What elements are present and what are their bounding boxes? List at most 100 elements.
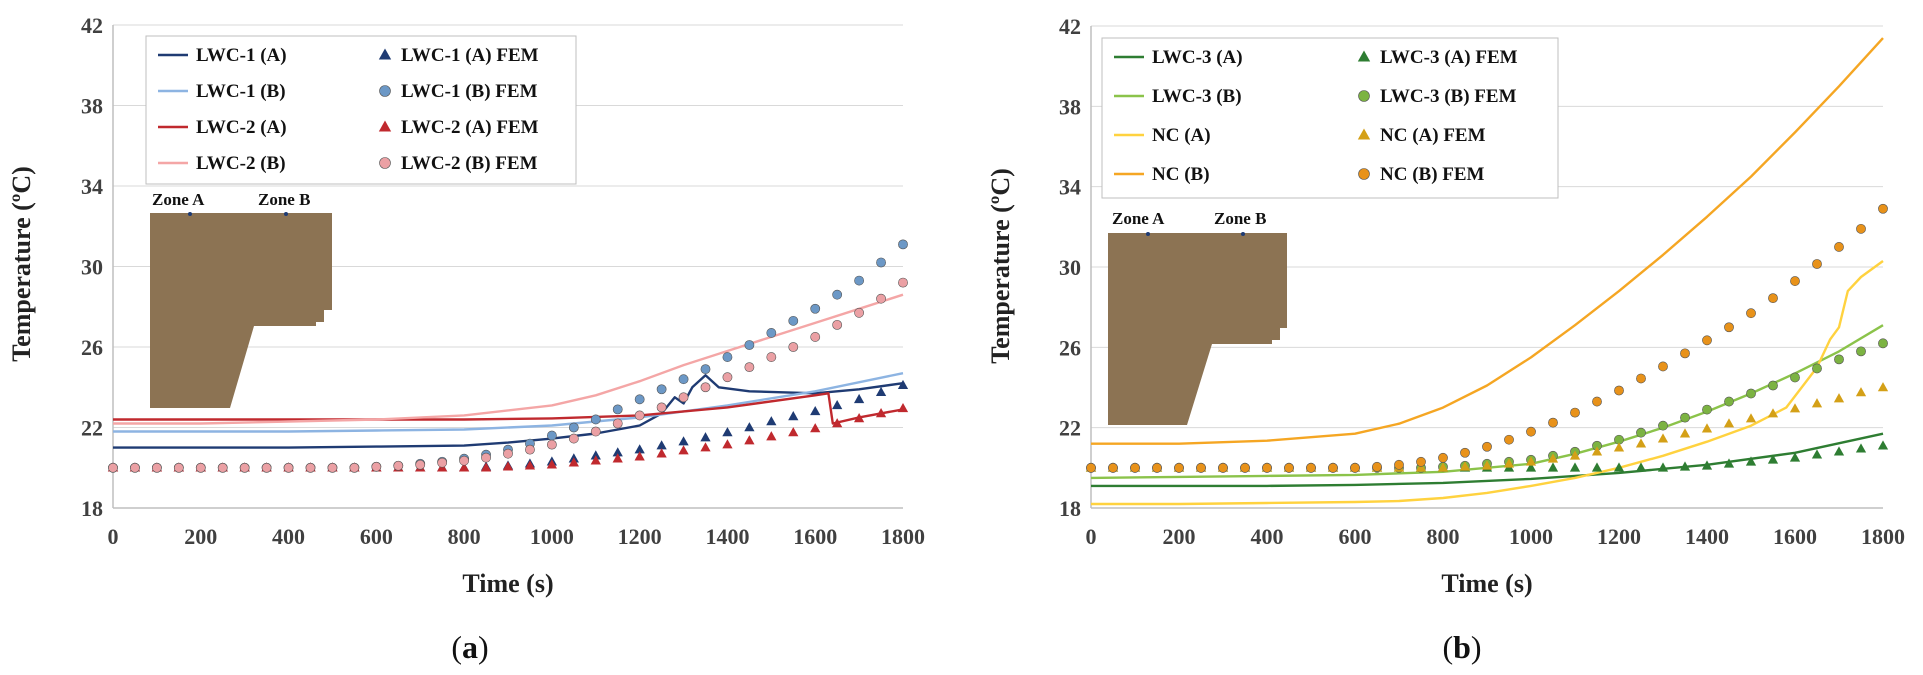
x-axis-label-a: Time (s) bbox=[462, 569, 553, 598]
legend-b: LWC-3 (A) LWC-3 (B) NC (A) NC (B) LWC-3 (A) … bbox=[1101, 37, 1559, 199]
y-axis-label-b: Temperature (ºC) bbox=[986, 168, 1015, 364]
point-nc-b-fem-8 bbox=[1262, 462, 1272, 473]
legend-label-lwc-2-b: LWC-2 (B) bbox=[196, 153, 286, 174]
point-nc-b-fem-35 bbox=[1856, 223, 1866, 234]
panel-label-b: (b) bbox=[1442, 629, 1481, 665]
inset-diagram-a: Zone A Zone B bbox=[150, 190, 332, 408]
point-lwc-2-a-fem-20 bbox=[546, 459, 558, 469]
point-lwc-2-a-fem-18 bbox=[502, 461, 514, 471]
chart-panel-a: 0 200 400 600 800 1000 1200 1400 1600 1800 18 22 26… bbox=[7, 13, 925, 665]
point-lwc-1-b-fem-24 bbox=[634, 394, 645, 405]
point-lwc-2-b-fem-0 bbox=[108, 462, 118, 473]
point-lwc-3-a-fem-23 bbox=[1591, 462, 1603, 472]
point-lwc-1-b-fem-35 bbox=[876, 257, 886, 268]
point-nc-a-fem-30 bbox=[1745, 413, 1757, 423]
x-tick-label-a-1: 200 bbox=[184, 524, 217, 549]
point-lwc-3-a-fem-21 bbox=[1547, 462, 1559, 472]
point-lwc-1-b-fem-22 bbox=[590, 414, 601, 425]
point-lwc-1-b-fem-31 bbox=[788, 315, 799, 326]
point-nc-b-fem-34 bbox=[1834, 242, 1844, 252]
legend-label-lwc-3-b: LWC-3 (B) bbox=[1152, 86, 1242, 107]
x-tick-label-a-2: 400 bbox=[272, 524, 305, 549]
legend-label-lwc-2-b-fem: LWC-2 (B) FEM bbox=[401, 153, 538, 174]
point-nc-a-fem-24 bbox=[1613, 442, 1625, 452]
point-lwc-3-b-fem-33 bbox=[1812, 363, 1822, 374]
series-markers-nc-a-fem bbox=[1085, 382, 1889, 472]
axes-b bbox=[1090, 26, 1883, 509]
point-lwc-3-a-fem-34 bbox=[1833, 446, 1845, 456]
point-lwc-1-a-fem-33 bbox=[832, 399, 843, 410]
point-lwc-1-b-fem-28 bbox=[722, 352, 733, 362]
zone-a-marker-a bbox=[188, 212, 192, 216]
point-lwc-1-a-fem-28 bbox=[722, 427, 733, 437]
x-tick-label-b-5: 1000 bbox=[1509, 524, 1553, 549]
point-nc-a-fem-22 bbox=[1569, 450, 1581, 460]
point-lwc-2-b-fem-10 bbox=[327, 462, 338, 473]
point-nc-a-fem-26 bbox=[1657, 433, 1669, 443]
point-nc-b-fem-19 bbox=[1504, 434, 1514, 445]
x-axis-label-b: Time (s) bbox=[1441, 569, 1532, 598]
legend-swatch-lwc-3-b-fem bbox=[1358, 90, 1370, 102]
chart-panel-b: 0 200 400 600 800 1000 1200 1400 1600 1800 18 22 26… bbox=[986, 14, 1905, 665]
point-nc-b-fem-17 bbox=[1460, 447, 1470, 458]
legend-swatch-lwc-2-a-fem bbox=[378, 120, 392, 132]
legend-label-lwc-1-a: LWC-1 (A) bbox=[196, 45, 287, 66]
point-nc-a-fem-16 bbox=[1437, 462, 1449, 472]
point-nc-b-fem-7 bbox=[1240, 462, 1250, 473]
point-lwc-1-a-fem-29 bbox=[744, 422, 755, 432]
legend-label-lwc-3-a: LWC-3 (A) bbox=[1152, 47, 1243, 68]
x-tick-label-b-0: 0 bbox=[1086, 524, 1097, 549]
y-tick-label-b-6: 42 bbox=[1059, 14, 1081, 39]
point-nc-b-fem-1 bbox=[1108, 462, 1118, 473]
legend-label-lwc-3-a-fem: LWC-3 (A) FEM bbox=[1380, 47, 1518, 68]
point-nc-b-fem-2 bbox=[1130, 462, 1140, 473]
legend-box-a bbox=[145, 35, 577, 185]
point-lwc-1-a-fem-30 bbox=[766, 416, 777, 426]
point-nc-a-fem-32 bbox=[1789, 403, 1801, 413]
panel-label-b-close: ) bbox=[1471, 629, 1482, 665]
point-lwc-1-b-fem-33 bbox=[832, 289, 843, 300]
x-ticks-a: 0 200 400 600 800 1000 1200 1400 1600 1800 bbox=[108, 524, 926, 549]
point-nc-a-fem-15 bbox=[1415, 462, 1427, 472]
legend-swatch-lwc-1-b-fem bbox=[379, 85, 391, 97]
point-lwc-2-b-fem-13 bbox=[393, 460, 404, 471]
legend-swatch-nc-a-fem bbox=[1357, 128, 1371, 140]
point-lwc-3-a-fem-32 bbox=[1789, 452, 1801, 462]
point-nc-b-fem-23 bbox=[1592, 396, 1602, 407]
point-lwc-2-a-fem-24 bbox=[634, 451, 645, 461]
x-tick-label-a-8: 1600 bbox=[793, 524, 837, 549]
point-lwc-2-a-fem-34 bbox=[853, 413, 865, 423]
point-lwc-3-a-fem-25 bbox=[1635, 462, 1647, 472]
point-lwc-3-a-fem-26 bbox=[1657, 462, 1669, 472]
x-tick-label-b-7: 1400 bbox=[1685, 524, 1729, 549]
point-lwc-2-a-fem-21 bbox=[568, 457, 579, 467]
point-lwc-2-b-fem-35 bbox=[876, 293, 886, 304]
point-lwc-1-b-fem-36 bbox=[898, 239, 908, 250]
x-ticks-b: 0 200 400 600 800 1000 1200 1400 1600 1800 bbox=[1086, 524, 1906, 549]
point-nc-a-fem-27 bbox=[1679, 428, 1691, 438]
point-lwc-2-b-fem-12 bbox=[371, 461, 382, 472]
legend-label-lwc-2-a-fem: LWC-2 (A) FEM bbox=[401, 117, 539, 138]
series-markers-lwc-2-b-fem bbox=[108, 277, 908, 473]
legend-label-lwc-1-a-fem: LWC-1 (A) FEM bbox=[401, 45, 539, 66]
y-tick-label-a-6: 42 bbox=[81, 13, 103, 38]
point-lwc-3-b-fem-30 bbox=[1746, 388, 1756, 399]
point-lwc-3-a-fem-35 bbox=[1855, 443, 1867, 453]
point-lwc-2-b-fem-18 bbox=[503, 448, 513, 459]
y-tick-label-a-0: 18 bbox=[81, 496, 103, 521]
zone-a-label-b: Zone A bbox=[1112, 209, 1165, 228]
point-nc-a-fem-18 bbox=[1481, 460, 1493, 470]
point-nc-b-fem-13 bbox=[1372, 461, 1382, 472]
point-nc-b-fem-29 bbox=[1724, 322, 1734, 333]
point-lwc-2-b-fem-4 bbox=[195, 462, 206, 473]
point-lwc-2-b-fem-14 bbox=[415, 459, 426, 470]
panel-label-a: (a) bbox=[451, 629, 488, 665]
point-lwc-2-b-fem-34 bbox=[854, 307, 865, 318]
point-lwc-2-b-fem-23 bbox=[612, 418, 623, 429]
legend-label-lwc-3-b-fem: LWC-3 (B) FEM bbox=[1380, 86, 1517, 107]
point-nc-b-fem-15 bbox=[1416, 456, 1426, 467]
point-lwc-1-a-fem-25 bbox=[656, 440, 667, 450]
y-ticks-a: 18 22 26 30 34 38 42 bbox=[81, 13, 103, 521]
point-lwc-3-b-fem-28 bbox=[1702, 404, 1712, 415]
series-line-nc-b bbox=[1091, 37, 1884, 445]
